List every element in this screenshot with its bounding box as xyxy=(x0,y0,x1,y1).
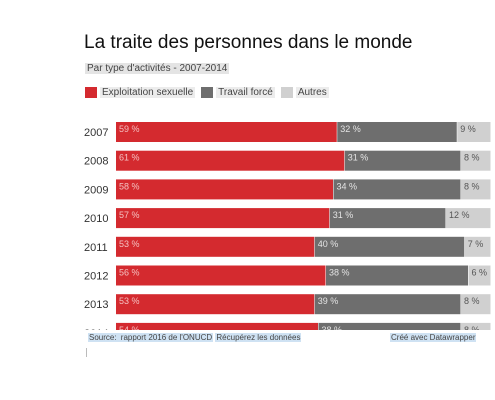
data-label-travail-forc--2011: 40 % xyxy=(318,239,339,249)
bar-travail-forc--2010 xyxy=(329,208,446,229)
data-label-exploitation-sexuelle-2013: 53 % xyxy=(119,296,140,306)
bar-exploitation-sexuelle-2009 xyxy=(116,179,333,200)
footer-divider xyxy=(86,348,87,357)
data-label-autres-2009: 8 % xyxy=(464,181,480,191)
data-label-exploitation-sexuelle-2014: 54 % xyxy=(119,325,140,330)
chart-subtitle: Par type d'activités - 2007-2014 xyxy=(85,63,230,74)
category-label-2013: 2013 xyxy=(84,299,108,311)
legend-item-travail: Travail forcé xyxy=(201,87,275,98)
bar-travail-forc--2012 xyxy=(326,265,468,286)
data-label-autres-2011: 7 % xyxy=(468,239,484,249)
bar-autres-2008 xyxy=(461,150,491,171)
data-label-exploitation-sexuelle-2007: 59 % xyxy=(119,124,140,134)
footer-credit-text[interactable]: Créé avec Datawrapper xyxy=(390,333,477,342)
category-label-2009: 2009 xyxy=(84,184,108,196)
bar-exploitation-sexuelle-2007 xyxy=(116,122,337,142)
bar-travail-forc--2013 xyxy=(314,294,461,315)
legend-label-travail: Travail forcé xyxy=(216,87,275,98)
bar-autres-2009 xyxy=(461,179,491,200)
footer-data-link[interactable]: Récupérez les données xyxy=(215,333,302,342)
bar-exploitation-sexuelle-2014 xyxy=(116,322,318,330)
data-label-autres-2012: 6 % xyxy=(472,268,488,278)
legend-item-autres: Autres xyxy=(280,87,329,98)
category-label-2011: 2011 xyxy=(84,242,108,254)
data-label-autres-2013: 8 % xyxy=(464,296,480,306)
data-label-autres-2014: 8 % xyxy=(464,325,480,330)
category-label-2010: 2010 xyxy=(84,213,108,225)
bar-travail-forc--2014 xyxy=(318,322,461,330)
footer-credit[interactable]: Créé avec Datawrapper xyxy=(390,333,477,342)
bar-autres-2010 xyxy=(446,208,491,229)
data-label-travail-forc--2014: 38 % xyxy=(322,325,343,330)
legend-item-exploitation: Exploitation sexuelle xyxy=(85,87,196,98)
bar-exploitation-sexuelle-2012 xyxy=(116,265,326,286)
data-label-travail-forc--2007: 32 % xyxy=(340,124,361,134)
category-label-2014: 2014 xyxy=(84,328,108,330)
bar-autres-2014 xyxy=(461,322,491,330)
legend-label-autres: Autres xyxy=(295,87,329,98)
bar-exploitation-sexuelle-2011 xyxy=(116,236,315,257)
stacked-bar-chart: 2007 59 % 32 % 9 % 2008 61 % 31 % 8 % 2009 58 % 34… xyxy=(84,122,491,330)
legend-swatch-autres xyxy=(280,87,293,98)
bar-travail-forc--2007 xyxy=(337,122,457,142)
legend-swatch-travail xyxy=(201,87,214,98)
legend-swatch-exploitation xyxy=(85,87,97,98)
bar-travail-forc--2011 xyxy=(314,236,465,257)
footer-source-link[interactable]: rapport 2016 de l'ONUCD xyxy=(119,333,214,342)
footer-source: Source: rapport 2016 de l'ONUCD Récupére… xyxy=(88,333,302,342)
data-label-exploitation-sexuelle-2009: 58 % xyxy=(119,181,140,191)
data-label-autres-2010: 12 % xyxy=(449,210,470,220)
footer-source-prefix: Source: xyxy=(88,333,120,342)
bar-travail-forc--2009 xyxy=(333,179,461,200)
bar-autres-2012 xyxy=(468,265,491,286)
chart-title: La traite des personnes dans le monde xyxy=(84,32,413,53)
data-label-autres-2007: 9 % xyxy=(460,124,476,134)
bar-exploitation-sexuelle-2010 xyxy=(116,208,330,229)
data-label-exploitation-sexuelle-2008: 61 % xyxy=(119,153,140,163)
data-label-exploitation-sexuelle-2012: 56 % xyxy=(119,268,140,278)
bar-exploitation-sexuelle-2008 xyxy=(116,150,345,171)
chart-legend: Exploitation sexuelle Travail forcé Autr… xyxy=(85,87,335,98)
bar-autres-2011 xyxy=(464,236,491,257)
data-label-travail-forc--2009: 34 % xyxy=(337,181,358,191)
bar-autres-2013 xyxy=(461,294,491,315)
bar-travail-forc--2008 xyxy=(344,150,461,171)
legend-label-exploitation: Exploitation sexuelle xyxy=(100,87,196,98)
data-label-exploitation-sexuelle-2010: 57 % xyxy=(119,210,140,220)
data-label-travail-forc--2010: 31 % xyxy=(333,210,354,220)
category-label-2012: 2012 xyxy=(84,271,108,283)
data-label-autres-2008: 8 % xyxy=(464,153,480,163)
bar-exploitation-sexuelle-2013 xyxy=(116,294,315,315)
category-label-2008: 2008 xyxy=(84,156,108,168)
bar-autres-2007 xyxy=(457,122,491,142)
data-label-exploitation-sexuelle-2011: 53 % xyxy=(119,239,140,249)
data-label-travail-forc--2012: 38 % xyxy=(329,268,350,278)
data-label-travail-forc--2008: 31 % xyxy=(348,153,369,163)
category-label-2007: 2007 xyxy=(84,127,108,139)
data-label-travail-forc--2013: 39 % xyxy=(318,296,339,306)
